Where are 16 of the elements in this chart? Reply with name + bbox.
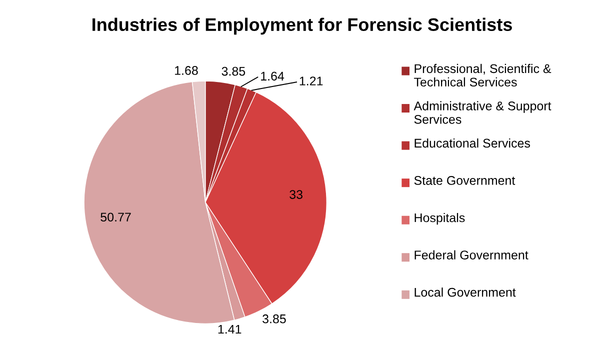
data-label: 1.21 <box>300 76 323 86</box>
legend-label: Professional, Scientific & Technical Services <box>414 64 552 87</box>
legend-label: Educational Services <box>414 138 530 148</box>
data-label: 3.85 <box>222 66 246 76</box>
chart-title: Industries of Employment for Forensic Scientists <box>92 18 512 35</box>
data-label: 1.64 <box>261 72 284 81</box>
data-label: 33 <box>290 190 302 199</box>
legend-label: Local Government <box>414 288 516 297</box>
data-label: 1.41 <box>218 324 242 334</box>
data-label: 1.68 <box>175 66 198 75</box>
legend-label: Hospitals <box>414 213 465 225</box>
data-label: 3.85 <box>262 314 286 324</box>
legend-label: Administrative & Support Services <box>414 101 552 124</box>
legend-label: Federal Government <box>414 250 528 260</box>
legend-label: State Government <box>414 176 516 185</box>
data-label: 50.77 <box>100 212 131 222</box>
